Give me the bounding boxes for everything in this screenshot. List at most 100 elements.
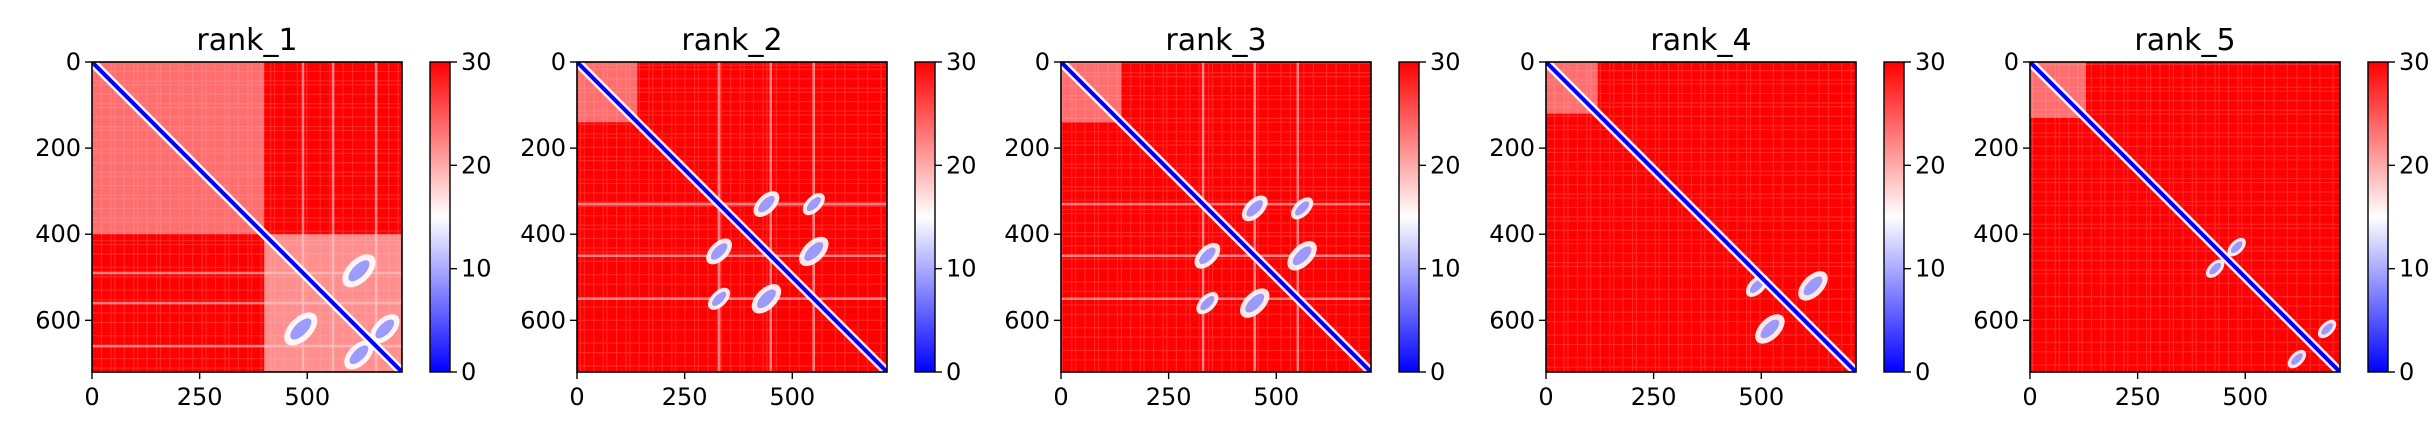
y-tick-label: 600 [1489, 306, 1535, 334]
contact-lobe-core [1245, 293, 1265, 313]
contact-lobe-core [290, 318, 312, 340]
colorbar-tick-label: 30 [2399, 48, 2430, 76]
x-tick-label: 250 [662, 383, 708, 411]
heatmap-image [1061, 62, 1371, 372]
y-tick-label: 0 [66, 48, 81, 76]
contact-lobe-core [2321, 323, 2333, 335]
contact-lobe-core [1292, 246, 1312, 266]
y-tick-label: 400 [1004, 220, 1050, 248]
y-tick-label: 0 [1520, 48, 1535, 76]
x-tick-label: 500 [1253, 383, 1299, 411]
colorbar-tick-label: 20 [1915, 151, 1946, 179]
contact-lobe-core [757, 289, 776, 309]
colorbar-tick-label: 0 [946, 358, 961, 386]
colorbar-frame [1883, 61, 1905, 373]
heatmap-texture [1546, 62, 1856, 372]
diagonal-band [2030, 62, 2340, 372]
heatmap-panel-5: rank_5 0 250 500 0 200 400 600 0 10 20 30 [1973, 23, 2429, 411]
y-tick-label: 400 [520, 220, 566, 248]
y-tick-label: 600 [35, 306, 81, 334]
chart-title: rank_5 [2134, 23, 2235, 58]
chart-title: rank_1 [196, 23, 297, 58]
heatmap-panel-1: rank_1 0 250 500 0 200 400 600 0 10 20 30 [35, 23, 491, 411]
y-tick-label: 0 [2004, 48, 2019, 76]
contact-lobe-core [2230, 241, 2243, 253]
contact-lobe-core [1200, 296, 1215, 311]
y-tick-label: 600 [520, 306, 566, 334]
contact-lobe-core [710, 243, 728, 260]
colorbar [1399, 62, 1419, 372]
x-tick-label: 250 [1631, 383, 1677, 411]
y-tick-label: 400 [35, 220, 81, 248]
heatmap-panel-4: rank_4 0 250 500 0 200 400 600 0 10 20 30 [1489, 23, 1945, 411]
y-tick-label: 400 [1489, 220, 1535, 248]
colorbar [430, 62, 450, 372]
contact-lobe-core [1760, 319, 1780, 339]
contact-lobe-core [349, 345, 369, 365]
contact-lobe-core [1295, 201, 1310, 216]
y-tick-label: 200 [1004, 134, 1050, 162]
y-tick-label: 0 [551, 48, 566, 76]
diagonal-band [1061, 62, 1371, 372]
colorbar-frame [1398, 61, 1420, 373]
colorbar-tick-label: 0 [2399, 358, 2414, 386]
x-tick-label: 0 [84, 383, 99, 411]
y-tick-label: 600 [1973, 306, 2019, 334]
axes-frame [1060, 61, 1372, 373]
colorbar [915, 62, 935, 372]
chart-title: rank_4 [1650, 23, 1751, 58]
axes-frame [2029, 61, 2341, 373]
chart-title: rank_3 [1165, 23, 1266, 58]
contact-lobe-core [375, 319, 395, 339]
x-tick-label: 500 [284, 383, 330, 411]
contact-lobe-core [804, 242, 824, 261]
colorbar-tick-label: 10 [1430, 255, 1461, 283]
colorbar-tick-label: 20 [461, 151, 492, 179]
colorbar-tick-label: 20 [946, 151, 977, 179]
contact-lobe-core [758, 195, 775, 213]
colorbar-tick-label: 0 [1430, 358, 1445, 386]
diagonal-band [1546, 62, 1856, 372]
axes-frame [1545, 61, 1857, 373]
y-tick-label: 200 [520, 134, 566, 162]
axes-frame [576, 61, 888, 373]
x-tick-label: 250 [177, 383, 223, 411]
x-tick-label: 0 [1053, 383, 1068, 411]
diagonal-band [577, 62, 887, 372]
colorbar [1884, 62, 1904, 372]
y-tick-label: 200 [1489, 134, 1535, 162]
heatmap-image [2030, 62, 2340, 372]
colorbar-tick-label: 20 [1430, 151, 1461, 179]
colorbar-frame [429, 61, 451, 373]
heatmap-image [577, 62, 887, 372]
y-tick-label: 0 [1035, 48, 1050, 76]
chart-title: rank_2 [681, 23, 782, 58]
x-tick-label: 0 [2022, 383, 2037, 411]
x-tick-label: 0 [1538, 383, 1553, 411]
colorbar-tick-label: 0 [1915, 358, 1930, 386]
contact-lobe-core [712, 291, 727, 306]
colorbar-frame [2367, 61, 2389, 373]
diagonal-band [92, 62, 402, 372]
y-tick-label: 200 [35, 134, 81, 162]
colorbar-tick-label: 30 [461, 48, 492, 76]
contact-lobe-core [1803, 276, 1823, 296]
contact-lobe-core [806, 197, 821, 212]
x-tick-label: 500 [2222, 383, 2268, 411]
heatmap-panel-3: rank_3 0 250 500 0 200 400 600 0 10 20 30 [1004, 23, 1460, 411]
colorbar [2368, 62, 2388, 372]
colorbar-tick-label: 20 [2399, 151, 2430, 179]
y-tick-label: 400 [1973, 220, 2019, 248]
x-tick-label: 250 [1146, 383, 1192, 411]
contact-lobe-core [2209, 262, 2221, 275]
contact-lobe-core [1246, 200, 1263, 217]
heatmap-panel-2: rank_2 0 250 500 0 200 400 600 0 10 20 30 [520, 23, 976, 411]
colorbar-tick-label: 30 [946, 48, 977, 76]
y-tick-label: 600 [1004, 306, 1050, 334]
x-tick-label: 500 [769, 383, 815, 411]
x-tick-label: 500 [1738, 383, 1784, 411]
colorbar-frame [914, 61, 936, 373]
heatmap-image [92, 62, 402, 372]
contact-lobe-core [348, 260, 370, 282]
